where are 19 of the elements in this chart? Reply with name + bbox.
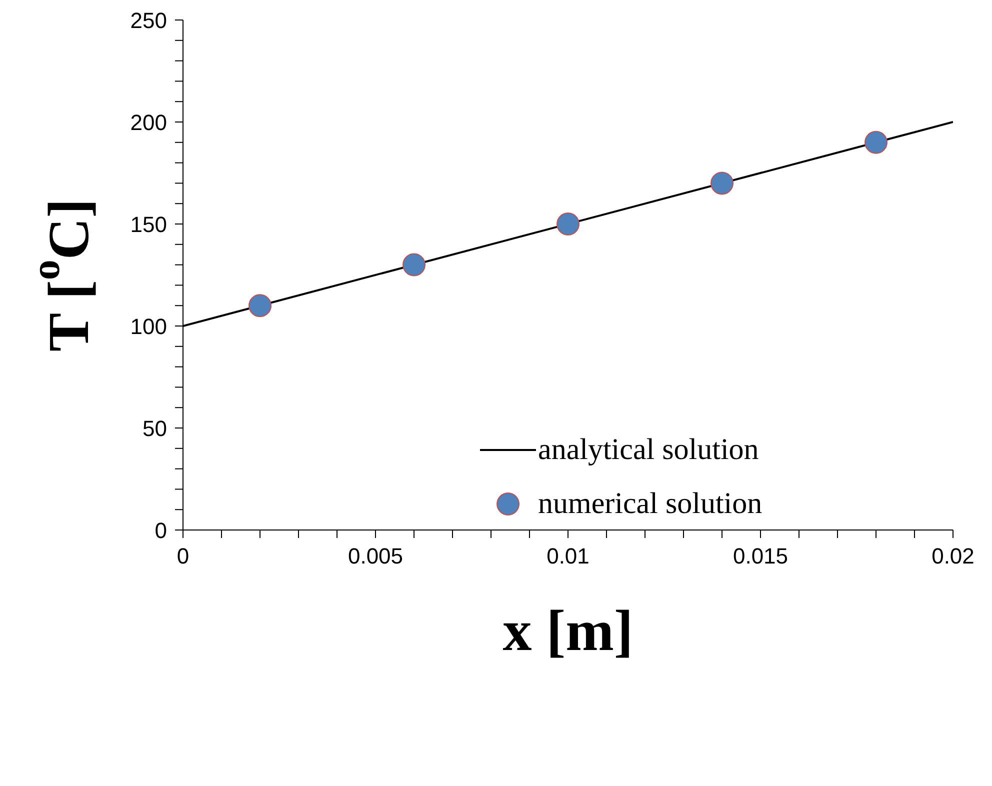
x-tick-label: 0.005 xyxy=(348,544,404,569)
x-tick-label: 0.02 xyxy=(932,544,974,569)
legend-label: numerical solution xyxy=(538,487,762,521)
y-tick-label: 50 xyxy=(142,416,167,441)
y-tick-label: 100 xyxy=(130,314,167,339)
y-tick-label: 200 xyxy=(130,110,167,135)
x-tick-label: 0 xyxy=(176,544,190,569)
y-tick-label: 0 xyxy=(154,518,167,543)
x-axis-title: x [m] xyxy=(502,598,634,663)
point xyxy=(556,212,580,236)
point xyxy=(710,172,734,195)
x-tick-label: 0.015 xyxy=(732,544,788,569)
y-tick-label: 150 xyxy=(130,212,167,237)
y-tick-label: 250 xyxy=(130,8,167,33)
point xyxy=(402,253,426,276)
point xyxy=(248,294,272,318)
x-tick-label: 0.01 xyxy=(546,544,590,569)
point xyxy=(864,130,888,154)
legend-label: analytical solution xyxy=(538,433,759,467)
